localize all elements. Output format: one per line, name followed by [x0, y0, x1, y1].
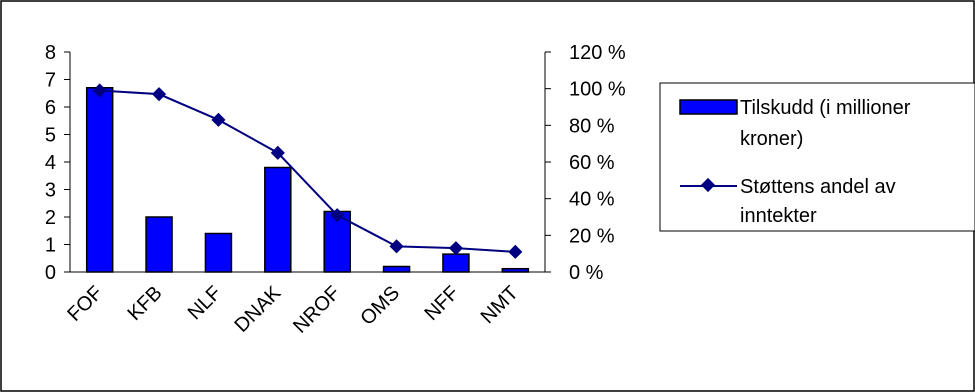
- left-tick-label: 0: [45, 262, 56, 284]
- legend-line-label-line2: inntekter: [740, 205, 817, 227]
- legend-line-marker: [700, 177, 716, 193]
- bar: [204, 232, 233, 273]
- left-tick-label: 7: [45, 70, 56, 92]
- left-tick-label: 6: [45, 97, 56, 119]
- right-tick-label: 100 %: [569, 79, 626, 101]
- bar: [382, 265, 411, 273]
- bar: [442, 253, 470, 273]
- line-path: [99, 89, 516, 253]
- left-tick-label: 1: [45, 235, 56, 257]
- bar: [264, 166, 292, 273]
- bar-series: [85, 87, 530, 273]
- bar: [85, 87, 114, 273]
- line-marker: [389, 239, 404, 254]
- right-tick-label: 120 %: [569, 42, 626, 64]
- left-tick-label: 5: [45, 125, 56, 147]
- right-tick-label: 60 %: [569, 152, 615, 174]
- right-tick-label: 0 %: [569, 262, 604, 284]
- line-marker: [448, 241, 464, 256]
- line-marker: [330, 208, 345, 223]
- right-tick-label: 20 %: [569, 225, 615, 247]
- line-marker: [270, 145, 285, 160]
- legend-line-label-line1: Støttens andel av: [740, 176, 896, 198]
- left-tick-label: 3: [45, 180, 56, 202]
- legend-bar-label-line1: Tilskudd (i millioner: [740, 97, 911, 119]
- bar: [145, 216, 173, 273]
- line-marker: [508, 244, 523, 259]
- right-tick-label: 80 %: [569, 115, 615, 137]
- left-tick-label: 2: [45, 207, 56, 229]
- legend: Tilskudd (i millioner kroner) Støttens a…: [659, 82, 975, 232]
- left-tick-label: 8: [45, 42, 56, 64]
- left-axis-ticks: 0 1 2 3 4 5 6 7 8: [45, 42, 70, 284]
- legend-bar-swatch: [679, 99, 738, 115]
- legend-bar-label-line2: kroner): [740, 128, 803, 150]
- right-tick-label: 40 %: [569, 189, 615, 211]
- left-tick-label: 4: [45, 152, 56, 174]
- bar: [501, 267, 530, 273]
- right-axis-ticks: 0 % 20 % 40 % 60 % 80 % 100 % 120 %: [545, 42, 626, 284]
